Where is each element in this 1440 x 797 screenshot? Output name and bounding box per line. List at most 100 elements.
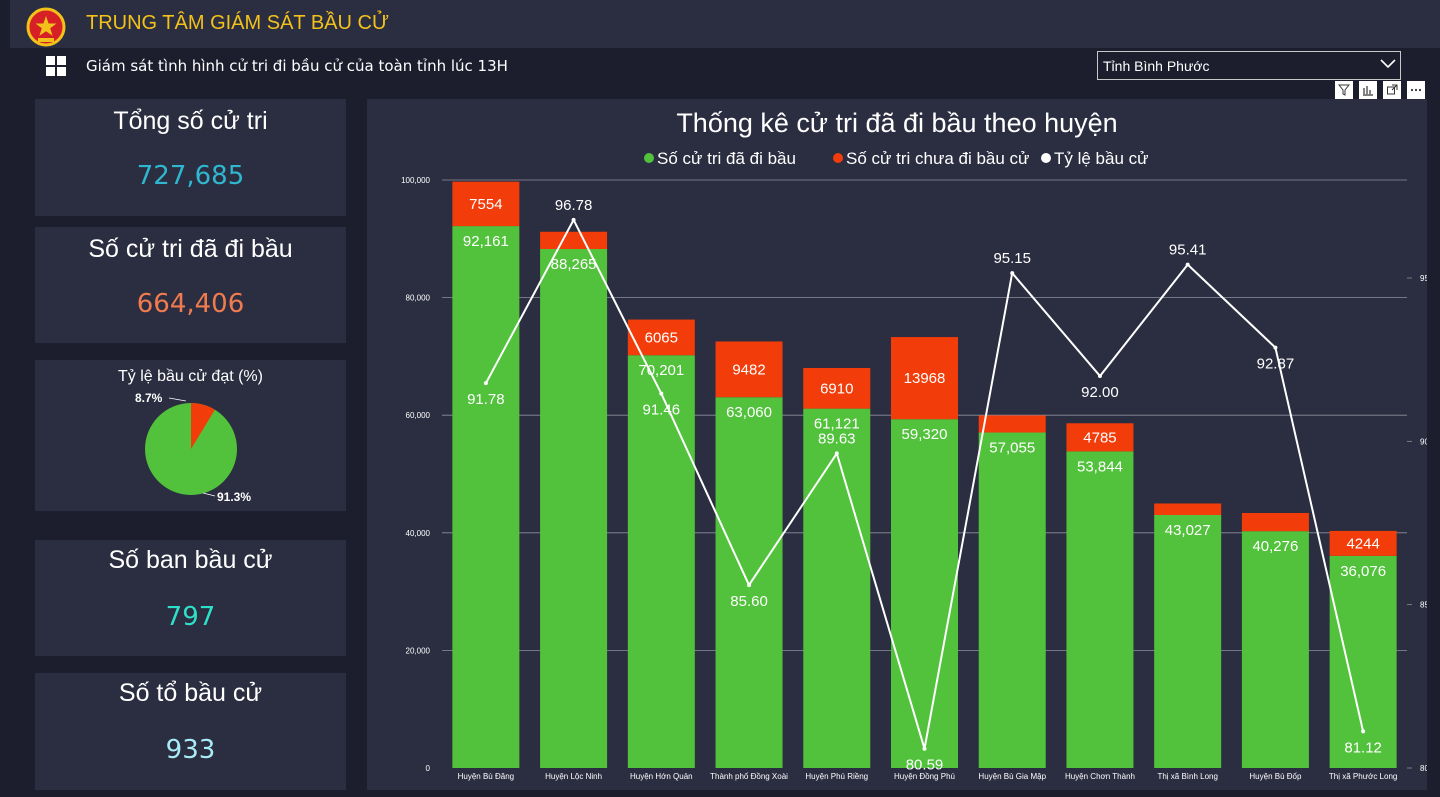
polling-boards-card: Số ban bầu cử 797	[35, 540, 346, 656]
bar-voted	[627, 355, 695, 768]
bar-voted	[803, 408, 871, 768]
pie-leader-voted	[202, 492, 216, 497]
data-label-not-voted: 9482	[732, 361, 765, 378]
drill-icon[interactable]	[1359, 81, 1377, 99]
polling-teams-card: Số tổ bầu cử 933	[35, 673, 346, 790]
rate-point	[922, 746, 927, 751]
x-tick-label: Huyện Bù Đốp	[1249, 772, 1302, 781]
data-label-voted: 43,027	[1165, 522, 1211, 539]
total-voters-value: 727,685	[136, 161, 245, 191]
turnout-pie-title: Tỷ lệ bầu cử đạt (%)	[118, 368, 263, 385]
rate-point	[834, 451, 839, 456]
x-tick-label: Huyện Đồng Phú	[894, 772, 955, 781]
bar-not-voted	[1154, 503, 1222, 516]
y-left-tick-label: 100,000	[401, 176, 430, 185]
data-label-voted: 40,276	[1252, 538, 1298, 555]
y-left-tick-label: 0	[426, 764, 431, 773]
bar-not-voted	[452, 181, 520, 227]
polling-boards-value: 797	[165, 602, 216, 632]
legend-marker-not-voted	[833, 153, 843, 163]
data-label-rate: 91.46	[643, 402, 681, 419]
bar-voted	[978, 432, 1046, 768]
data-label-rate: 80.59	[906, 757, 944, 774]
data-label-voted: 53,844	[1077, 458, 1123, 475]
data-label-not-voted: 6910	[820, 380, 853, 397]
data-label-rate: 81.12	[1344, 739, 1382, 756]
bar-not-voted	[891, 337, 958, 420]
data-label-not-voted: 7554	[469, 196, 502, 213]
data-label-not-voted: 13968	[904, 370, 946, 387]
rate-point	[1185, 262, 1190, 267]
filter-icon[interactable]	[1335, 81, 1353, 99]
y-right-tick-label: 85	[1420, 601, 1427, 610]
bar-not-voted	[1329, 530, 1397, 556]
page-subtitle: Giám sát tình hình cử tri đi bầu cử của …	[86, 57, 508, 75]
bar-voted	[1066, 451, 1134, 768]
chart-title: Thống kê cử tri đã đi bầu theo huyện	[676, 108, 1117, 138]
province-dropdown[interactable]: Tỉnh Bình Phước	[1097, 51, 1401, 80]
district-chart-panel: Thống kê cử tri đã đi bầu theo huyện Số …	[367, 99, 1427, 790]
app-title: TRUNG TÂM GIÁM SÁT BẦU CỬ	[86, 12, 390, 34]
bar-voted	[891, 419, 958, 768]
data-label-voted: 92,161	[463, 233, 509, 250]
rate-point	[1273, 345, 1278, 350]
y-right-tick-label: 80	[1420, 764, 1427, 773]
national-emblem-icon	[26, 7, 66, 47]
rate-point	[1010, 271, 1015, 276]
data-label-rate: 95.15	[993, 250, 1031, 267]
x-tick-label: Huyện Lộc Ninh	[545, 772, 602, 781]
data-label-rate: 92.87	[1257, 356, 1295, 373]
legend-label-not-voted: Số cử tri chưa đi bầu cử	[846, 149, 1029, 168]
rate-point	[571, 217, 576, 222]
data-label-not-voted: 4244	[1346, 535, 1379, 552]
voted-card: Số cử tri đã đi bầu 664,406	[35, 227, 346, 343]
rate-point	[483, 381, 488, 386]
data-label-voted: 88,265	[551, 256, 597, 273]
data-label-voted: 57,055	[989, 440, 1035, 457]
bar-not-voted	[1066, 423, 1134, 452]
data-label-rate: 96.78	[555, 197, 593, 214]
bar-voted	[1329, 555, 1397, 768]
total-voters-title: Tổng số cử tri	[113, 107, 268, 135]
chevron-down-icon	[1380, 59, 1396, 69]
y-right-tick-label: 95	[1420, 274, 1427, 283]
district-stacked-chart: Thống kê cử tri đã đi bầu theo huyện Số …	[401, 108, 1427, 781]
y-left-tick-label: 20,000	[406, 646, 431, 655]
data-label-voted: 61,121	[814, 416, 860, 433]
data-label-rate: 89.63	[818, 430, 856, 447]
bar-not-voted	[803, 367, 871, 409]
voted-title: Số cử tri đã đi bầu	[88, 235, 293, 263]
more-options-icon[interactable]	[1407, 81, 1425, 99]
grid-menu-icon[interactable]	[46, 56, 66, 76]
legend-label-voted: Số cử tri đã đi bầu	[657, 149, 796, 168]
bar-voted	[715, 397, 783, 768]
rate-point	[1097, 374, 1102, 378]
bar-not-voted	[978, 415, 1046, 433]
data-label-voted: 63,060	[726, 404, 772, 421]
polling-teams-value: 933	[165, 735, 216, 765]
y-left-tick-label: 60,000	[406, 411, 431, 420]
bar-not-voted	[1241, 512, 1309, 532]
data-label-rate: 95.41	[1169, 242, 1207, 259]
x-tick-label: Huyện Phú Riềng	[805, 772, 868, 781]
data-label-rate: 92.00	[1081, 384, 1119, 401]
bar-not-voted	[540, 231, 608, 250]
bar-voted	[452, 226, 520, 768]
legend-marker-voted	[644, 153, 654, 163]
turnout-pie-card: Tỷ lệ bầu cử đạt (%) 8.7% 91.3%	[35, 360, 346, 511]
data-label-not-voted: 6065	[645, 329, 678, 346]
y-right-tick-label: 90	[1420, 437, 1427, 446]
polling-teams-title: Số tổ bầu cử	[118, 679, 263, 707]
x-tick-label: Huyện Hớn Quản	[630, 772, 693, 781]
data-label-rate: 91.78	[467, 391, 505, 408]
pie-label-not-voted: 8.7%	[135, 391, 163, 405]
legend-marker-rate	[1041, 153, 1051, 163]
x-tick-label: Thành phố Đồng Xoài	[710, 772, 788, 781]
data-label-voted: 70,201	[638, 362, 684, 379]
turnout-pie-chart: 8.7% 91.3%	[135, 391, 251, 504]
focus-mode-icon[interactable]	[1383, 81, 1401, 99]
data-label-voted: 59,320	[902, 426, 948, 443]
x-tick-label: Thị xã Phước Long	[1329, 772, 1397, 781]
x-tick-label: Huyện Chơn Thành	[1065, 772, 1135, 781]
pie-slice-not-voted	[191, 403, 215, 449]
